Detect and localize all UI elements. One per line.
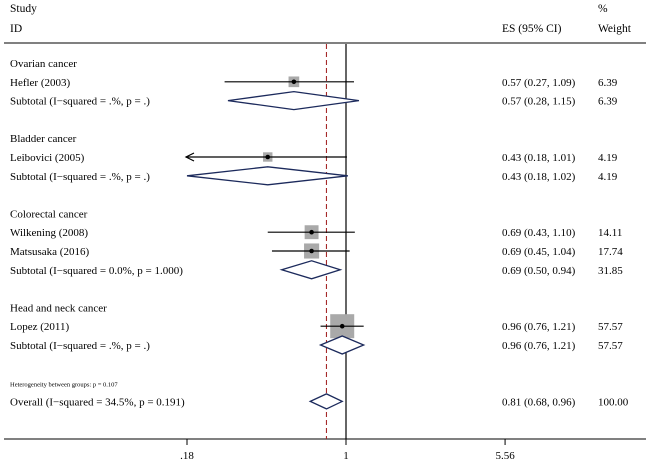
effect-size-text: 0.69 (0.45, 1.04)	[502, 246, 576, 258]
group-label: Head and neck cancer	[10, 302, 107, 314]
x-tick-label: .18	[180, 450, 194, 462]
study-label: Lopez (2011)	[10, 321, 69, 333]
subtotal-label: Subtotal (I−squared = .%, p = .)	[10, 96, 150, 108]
effect-size-text: 0.57 (0.27, 1.09)	[502, 77, 576, 89]
study-point	[265, 154, 271, 160]
subtotal-diamond	[318, 335, 366, 355]
group-label: Colorectal cancer	[10, 208, 88, 220]
ci-arrow-left	[184, 152, 195, 162]
weight-text: 57.57	[598, 340, 623, 352]
subtotal-diamond	[279, 260, 343, 280]
study-label: Wilkening (2008)	[10, 227, 88, 239]
weight-text: 100.00	[598, 396, 629, 408]
subtotal-label: Subtotal (I−squared = 0.0%, p = 1.000)	[10, 265, 183, 277]
header-id: ID	[10, 23, 22, 35]
study-label: Matsusaka (2016)	[10, 246, 89, 258]
header-study: Study	[10, 3, 37, 15]
effect-size-text: 0.43 (0.18, 1.02)	[502, 171, 576, 183]
study-label: Hefler (2003)	[10, 77, 71, 89]
header-percent: %	[598, 3, 608, 15]
group-label: Bladder cancer	[10, 133, 77, 145]
effect-size-text: 0.43 (0.18, 1.01)	[502, 152, 576, 164]
effect-size-text: 0.81 (0.68, 0.96)	[502, 396, 576, 408]
effect-size-text: 0.57 (0.28, 1.15)	[502, 96, 576, 108]
weight-text: 6.39	[598, 96, 618, 108]
weight-text: 4.19	[598, 152, 618, 164]
effect-size-text: 0.96 (0.76, 1.21)	[502, 321, 576, 333]
study-label: Leibovici (2005)	[10, 152, 85, 164]
overall-diamond	[308, 393, 344, 410]
subtotal-diamond	[227, 90, 360, 111]
study-point	[309, 229, 314, 235]
weight-text: 4.19	[598, 171, 618, 183]
subtotal-label: Subtotal (I−squared = .%, p = .)	[10, 171, 150, 183]
weight-text: 6.39	[598, 77, 618, 89]
effect-size-text: 0.69 (0.43, 1.10)	[502, 227, 576, 239]
study-point	[309, 248, 314, 254]
subtotal-label: Subtotal (I−squared = .%, p = .)	[10, 340, 150, 352]
overall-label: Overall (I−squared = 34.5%, p = 0.191)	[10, 396, 185, 408]
effect-size-text: 0.96 (0.76, 1.21)	[502, 340, 576, 352]
study-point	[339, 323, 345, 329]
weight-text: 14.11	[598, 227, 622, 239]
x-tick-label: 5.56	[495, 450, 515, 462]
weight-text: 17.74	[598, 246, 623, 258]
study-point	[291, 79, 297, 85]
weight-text: 31.85	[598, 265, 623, 277]
header-weight: Weight	[598, 23, 632, 35]
x-tick-label: 1	[343, 450, 349, 462]
note-label: Heterogeneity between groups: p = 0.107	[10, 382, 118, 389]
subtotal-diamond	[186, 166, 348, 186]
effect-size-text: 0.69 (0.50, 0.94)	[502, 265, 576, 277]
weight-text: 57.57	[598, 321, 623, 333]
group-label: Ovarian cancer	[10, 58, 77, 70]
header-es: ES (95% CI)	[502, 23, 562, 35]
